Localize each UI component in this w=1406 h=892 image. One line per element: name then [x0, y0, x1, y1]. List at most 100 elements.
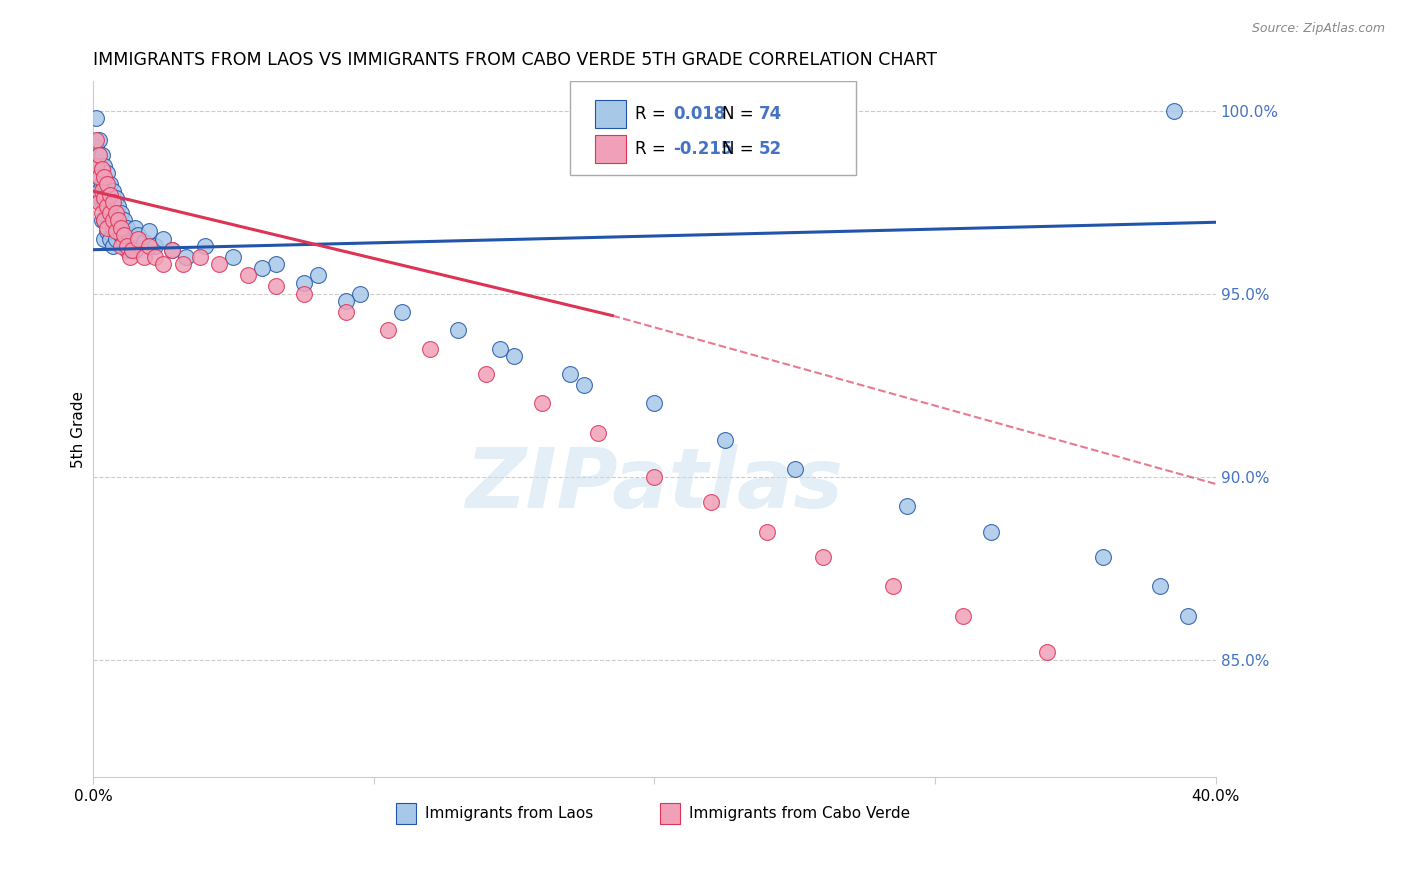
Point [132, 235, 155, 250]
Bar [595, 135, 626, 162]
Point [188, 250, 211, 264]
Point [98, 213, 121, 227]
Point [160, 243, 183, 257]
Text: Immigrants from Laos: Immigrants from Laos [426, 806, 593, 822]
Point [104, 224, 127, 238]
Point [643, 396, 665, 410]
Point [107, 199, 129, 213]
Point [194, 239, 217, 253]
Point [335, 305, 357, 319]
Point [118, 228, 141, 243]
Text: IMMIGRANTS FROM LAOS VS IMMIGRANTS FROM CABO VERDE 5TH GRADE CORRELATION CHART: IMMIGRANTS FROM LAOS VS IMMIGRANTS FROM … [93, 51, 938, 69]
Point [90, 195, 112, 210]
Point [1177, 608, 1199, 623]
Point [84, 159, 107, 173]
Point [250, 260, 273, 275]
Point [531, 396, 554, 410]
Point [588, 425, 610, 440]
Text: R =: R = [636, 140, 671, 158]
Point [87, 133, 110, 147]
Text: N =: N = [721, 140, 759, 158]
Point [882, 579, 904, 593]
Point [160, 243, 183, 257]
Point [110, 220, 132, 235]
Point [84, 140, 107, 154]
Point [90, 206, 112, 220]
Point [121, 243, 143, 257]
Point [112, 235, 135, 250]
Point [127, 228, 149, 243]
Point [503, 349, 526, 363]
Bar [659, 803, 681, 824]
Point [96, 184, 118, 198]
Point [93, 213, 115, 227]
Text: 52: 52 [759, 140, 782, 158]
Point [90, 162, 112, 177]
Text: ZIPatlas: ZIPatlas [465, 444, 844, 525]
Point [96, 206, 118, 220]
Point [107, 220, 129, 235]
Point [755, 524, 778, 539]
Point [1036, 645, 1059, 659]
Point [377, 323, 399, 337]
Point [104, 232, 127, 246]
Bar [595, 100, 626, 128]
Point [104, 192, 127, 206]
Point [98, 232, 121, 246]
Point [96, 199, 118, 213]
Point [419, 342, 441, 356]
Point [335, 293, 357, 308]
Point [143, 239, 166, 253]
Point [96, 166, 118, 180]
Point [84, 159, 107, 173]
Point [98, 206, 121, 220]
Point [93, 195, 115, 210]
Point [101, 213, 124, 227]
Point [87, 184, 110, 198]
Point [115, 220, 138, 235]
Point [489, 342, 512, 356]
Point [101, 239, 124, 253]
Point [349, 286, 371, 301]
Point [98, 187, 121, 202]
Text: 74: 74 [759, 105, 782, 123]
Point [208, 257, 231, 271]
Point [574, 378, 596, 392]
Point [174, 250, 197, 264]
Point [101, 184, 124, 198]
Point [107, 213, 129, 227]
Point [112, 228, 135, 243]
Text: Source: ZipAtlas.com: Source: ZipAtlas.com [1251, 22, 1385, 36]
Point [87, 195, 110, 210]
Text: Immigrants from Cabo Verde: Immigrants from Cabo Verde [689, 806, 910, 822]
Point [90, 184, 112, 198]
Point [93, 169, 115, 184]
Point [87, 169, 110, 184]
Point [307, 268, 329, 283]
Point [143, 250, 166, 264]
Point [560, 367, 582, 381]
Point [391, 305, 413, 319]
Point [952, 608, 974, 623]
Point [643, 469, 665, 483]
Point [104, 206, 127, 220]
Point [96, 177, 118, 191]
Text: -0.215: -0.215 [673, 140, 733, 158]
Point [87, 147, 110, 161]
Point [84, 133, 107, 147]
Text: 0.018: 0.018 [673, 105, 725, 123]
Point [110, 228, 132, 243]
Point [96, 224, 118, 238]
Point [93, 177, 115, 191]
Text: N =: N = [721, 105, 759, 123]
Point [1092, 550, 1115, 565]
Point [811, 550, 834, 565]
Point [112, 213, 135, 227]
Point [896, 499, 918, 513]
Point [1149, 579, 1171, 593]
Point [264, 279, 287, 293]
Point [98, 177, 121, 191]
Point [93, 159, 115, 173]
Point [101, 220, 124, 235]
Point [93, 213, 115, 227]
